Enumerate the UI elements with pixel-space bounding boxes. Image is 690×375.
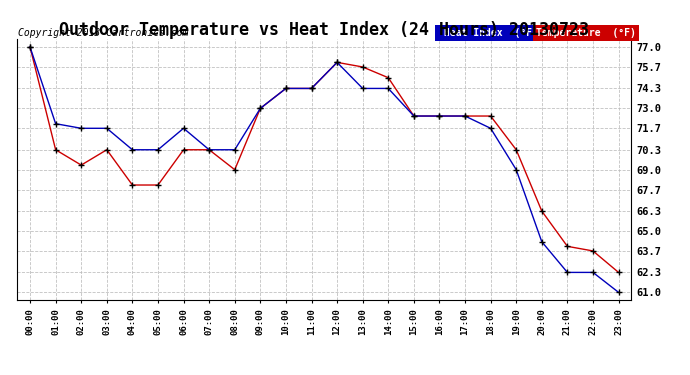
Text: Heat Index  (°F): Heat Index (°F) bbox=[438, 28, 538, 38]
Text: Copyright 2013 Cartronics.com: Copyright 2013 Cartronics.com bbox=[18, 28, 188, 38]
Title: Outdoor Temperature vs Heat Index (24 Hours) 20130723: Outdoor Temperature vs Heat Index (24 Ho… bbox=[59, 21, 589, 39]
Text: Temperature  (°F): Temperature (°F) bbox=[536, 28, 636, 38]
